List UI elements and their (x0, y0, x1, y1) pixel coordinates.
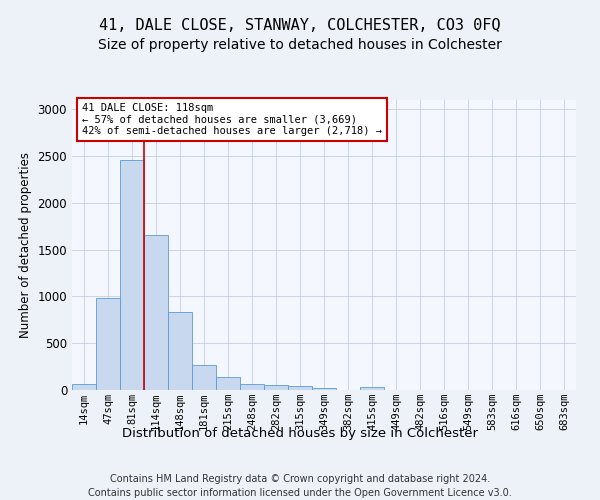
Bar (144, 234, 168, 390)
Bar (120, 160, 144, 390)
Text: Contains HM Land Registry data © Crown copyright and database right 2024.
Contai: Contains HM Land Registry data © Crown c… (88, 474, 512, 498)
Bar (312, 388, 336, 390)
Bar (72, 384, 96, 390)
Bar (360, 386, 384, 390)
Bar (216, 378, 240, 390)
Bar (288, 386, 312, 390)
Bar (96, 298, 120, 390)
Bar (192, 365, 216, 390)
Text: Size of property relative to detached houses in Colchester: Size of property relative to detached ho… (98, 38, 502, 52)
Text: 41 DALE CLOSE: 118sqm
← 57% of detached houses are smaller (3,669)
42% of semi-d: 41 DALE CLOSE: 118sqm ← 57% of detached … (82, 103, 382, 136)
Y-axis label: Number of detached properties: Number of detached properties (19, 152, 32, 338)
Text: Distribution of detached houses by size in Colchester: Distribution of detached houses by size … (122, 428, 478, 440)
Text: 41, DALE CLOSE, STANWAY, COLCHESTER, CO3 0FQ: 41, DALE CLOSE, STANWAY, COLCHESTER, CO3… (99, 18, 501, 32)
Bar (264, 386, 288, 390)
Bar (240, 384, 264, 390)
Bar (168, 312, 192, 390)
